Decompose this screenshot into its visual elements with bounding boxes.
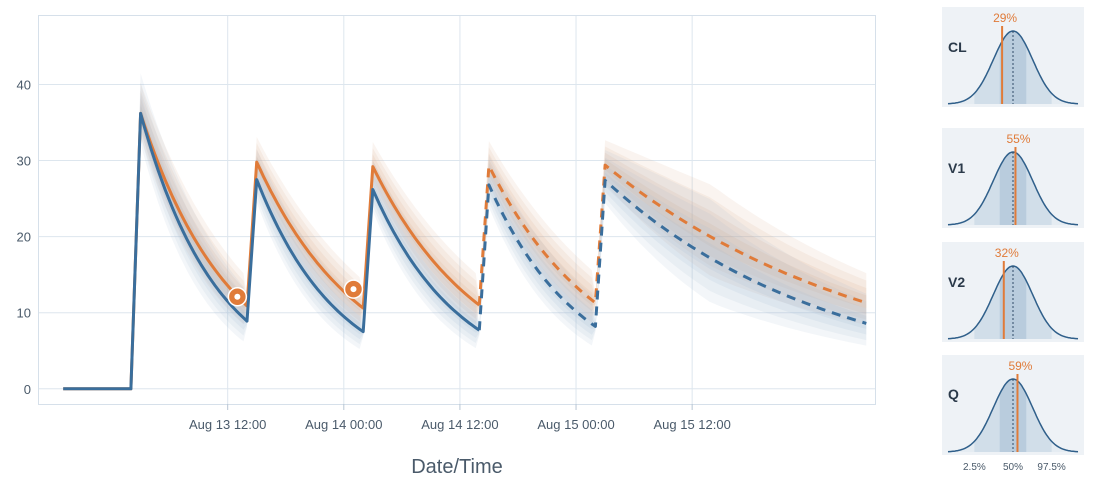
band-blue-1 <box>63 83 867 389</box>
x-tick-label: Aug 14 12:00 <box>421 417 498 432</box>
concentration-time-chart: 0 10 20 30 40 Aug 13 12:00 Aug 14 00:00 Aug 14… <box>17 15 876 478</box>
band-blue-3 <box>63 103 867 389</box>
x-axis: Aug 13 12:00 Aug 14 00:00 Aug 14 12:00 Aug … <box>189 404 731 432</box>
band-orange-0 <box>63 82 867 389</box>
parameter-label: V2 <box>948 274 965 290</box>
param-panel-v2: 32% V2 <box>942 242 1084 342</box>
plot-frame <box>38 15 876 405</box>
y-tick-label: 10 <box>17 306 31 321</box>
y-tick-label: 0 <box>24 382 31 397</box>
quantile-label: 2.5% <box>963 462 986 473</box>
parameter-label: Q <box>948 386 959 402</box>
estimate-percentile-label: 59% <box>1008 359 1032 373</box>
series-line-orange <box>63 111 481 391</box>
series-line-blue <box>63 111 481 391</box>
x-tick-label: Aug 13 12:00 <box>189 417 266 432</box>
param-panel-q: 59% Q <box>942 355 1084 455</box>
quantile-axis: 2.5% 50% 97.5% <box>963 462 1066 473</box>
band-orange-1 <box>63 90 867 389</box>
estimate-percentile-label: 32% <box>995 246 1019 260</box>
param-panel-cl: 29% CL <box>942 7 1084 107</box>
x-tick-label: Aug 14 00:00 <box>305 417 382 432</box>
grid-lines <box>39 16 876 404</box>
y-axis: 0 10 20 30 40 <box>17 77 31 396</box>
x-axis-title: Date/Time <box>411 456 503 478</box>
x-tick-label: Aug 15 00:00 <box>537 417 614 432</box>
observation-marker[interactable] <box>343 279 364 299</box>
estimate-percentile-label: 55% <box>1006 132 1030 146</box>
parameter-label: CL <box>948 39 967 55</box>
y-tick-label: 40 <box>17 77 31 92</box>
series-forecast-blue <box>477 178 867 331</box>
y-tick-label: 30 <box>17 154 31 169</box>
observation-marker[interactable] <box>227 286 248 307</box>
quantile-label: 97.5% <box>1037 462 1065 473</box>
param-panel-v1: 55% V1 <box>942 128 1084 228</box>
observation-points <box>227 279 364 307</box>
y-tick-label: 20 <box>17 230 31 245</box>
x-tick-label: Aug 15 12:00 <box>653 417 730 432</box>
band-blue-0 <box>63 73 867 389</box>
parameter-label: V1 <box>948 160 965 176</box>
estimate-percentile-label: 29% <box>993 11 1017 25</box>
band-orange-2 <box>63 98 867 389</box>
quantile-label: 50% <box>1003 462 1023 473</box>
series-lines <box>63 111 867 391</box>
